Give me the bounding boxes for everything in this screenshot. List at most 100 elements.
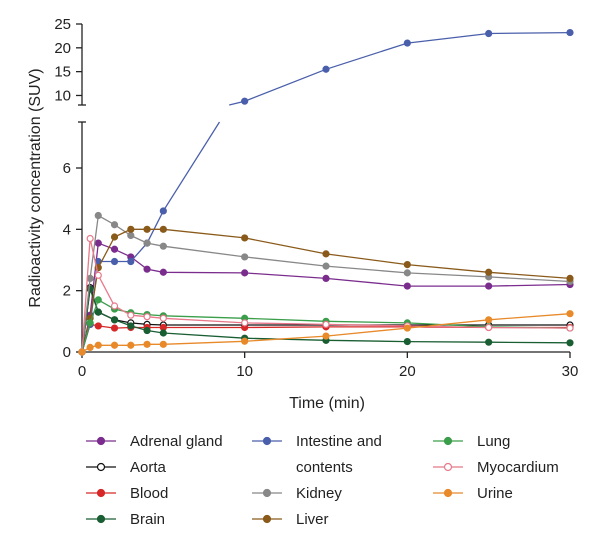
data-point [127,231,135,240]
legend-swatch-marker [443,462,453,472]
data-point [322,332,330,340]
series-kidney [78,211,574,356]
data-point [159,329,167,337]
y-axis-label: Radioactivity concentration (SUV) [27,68,44,307]
x-tick-label: 20 [399,363,416,380]
data-point [403,261,411,269]
legend-item: Urine [433,485,513,502]
y-tick-label: 6 [63,160,71,177]
data-point [485,323,493,332]
legend-item: Brain [86,511,165,528]
data-point [94,271,102,279]
series-line [81,242,571,353]
legend-label: Kidney [296,485,342,502]
legend-label: Aorta [130,459,167,476]
y-tick-label: 25 [54,16,71,33]
data-point [322,262,330,270]
data-point [322,320,330,328]
legend-swatch-marker [262,436,272,446]
data-point [241,253,249,261]
data-point [485,268,493,276]
data-point [566,310,574,318]
data-point [143,326,151,335]
data-point [485,316,493,324]
data-point [110,316,119,324]
data-point [94,239,102,247]
legend-swatch-marker [96,488,106,498]
x-tick-label: 0 [78,363,86,380]
legend-label: Blood [130,485,168,502]
x-tick-label: 10 [236,363,253,380]
data-point [241,97,249,105]
legend-swatch-marker [443,488,453,498]
y-tick-label: 2 [63,283,71,300]
legend-item: Liver [252,511,329,528]
legend-item: Myocardium [433,459,559,476]
data-point [94,308,102,316]
data-point [127,225,135,233]
data-point [241,319,249,327]
series-line [81,298,571,353]
data-point [403,269,411,277]
legend-label: Liver [296,511,329,528]
data-point [159,207,167,215]
series-line [229,31,571,106]
y-tick-label: 20 [54,40,71,57]
legend-item: Blood [86,485,168,502]
data-point [403,337,411,346]
series-urine [78,310,574,356]
data-point [143,340,151,348]
legend-label: Urine [477,485,513,502]
data-point [322,250,330,258]
data-point [403,39,411,47]
data-point [485,338,493,346]
data-point [127,322,135,330]
data-point [241,234,249,242]
data-point [143,265,151,273]
legend-swatch-marker [96,436,106,446]
legend-swatch-marker [262,514,272,524]
legend-label: Myocardium [477,459,559,476]
data-point [159,242,167,250]
data-point [94,322,102,330]
legend-label: Intestine and contents [296,433,382,476]
legend-label: Adrenal gland [130,433,223,450]
legend: Adrenal gland Aorta Blood Brain Intestine an… [86,433,559,528]
y-tick-label: 0 [63,344,71,361]
data-point [127,341,135,349]
data-point [110,233,119,241]
data-point [403,324,411,332]
legend-label: Brain [130,511,165,528]
data-point [110,302,119,310]
x-tick-label: 30 [562,363,579,380]
data-point [94,211,102,220]
data-point [159,225,167,233]
y-tick-label: 15 [54,64,71,81]
legend-item: Lung [433,433,510,450]
data-point [110,245,119,253]
data-point [241,337,249,345]
legend-swatch-marker [262,488,272,498]
legend-label: Lung [477,433,510,450]
legend-item: Kidney [252,485,342,502]
legend-swatch-marker [443,436,453,446]
data-point [127,311,135,319]
x-axis-label: Time (min) [289,395,365,412]
data-point [86,234,94,243]
data-point [86,285,94,293]
data-point [322,274,330,282]
data-point [566,274,574,282]
data-point [485,29,493,38]
series-intestine-and-contents [78,28,574,356]
data-point [86,343,94,351]
data-point [110,324,119,332]
data-point [127,257,135,266]
series-layer [78,28,574,356]
series-line [81,214,571,353]
data-point [94,341,102,349]
data-point [78,348,86,356]
data-point [159,268,167,276]
y-tick-label: 4 [63,221,71,238]
data-point [322,65,330,73]
axes: 0 10 20 30 0 2 4 6 10 15 20 25 [54,16,578,380]
